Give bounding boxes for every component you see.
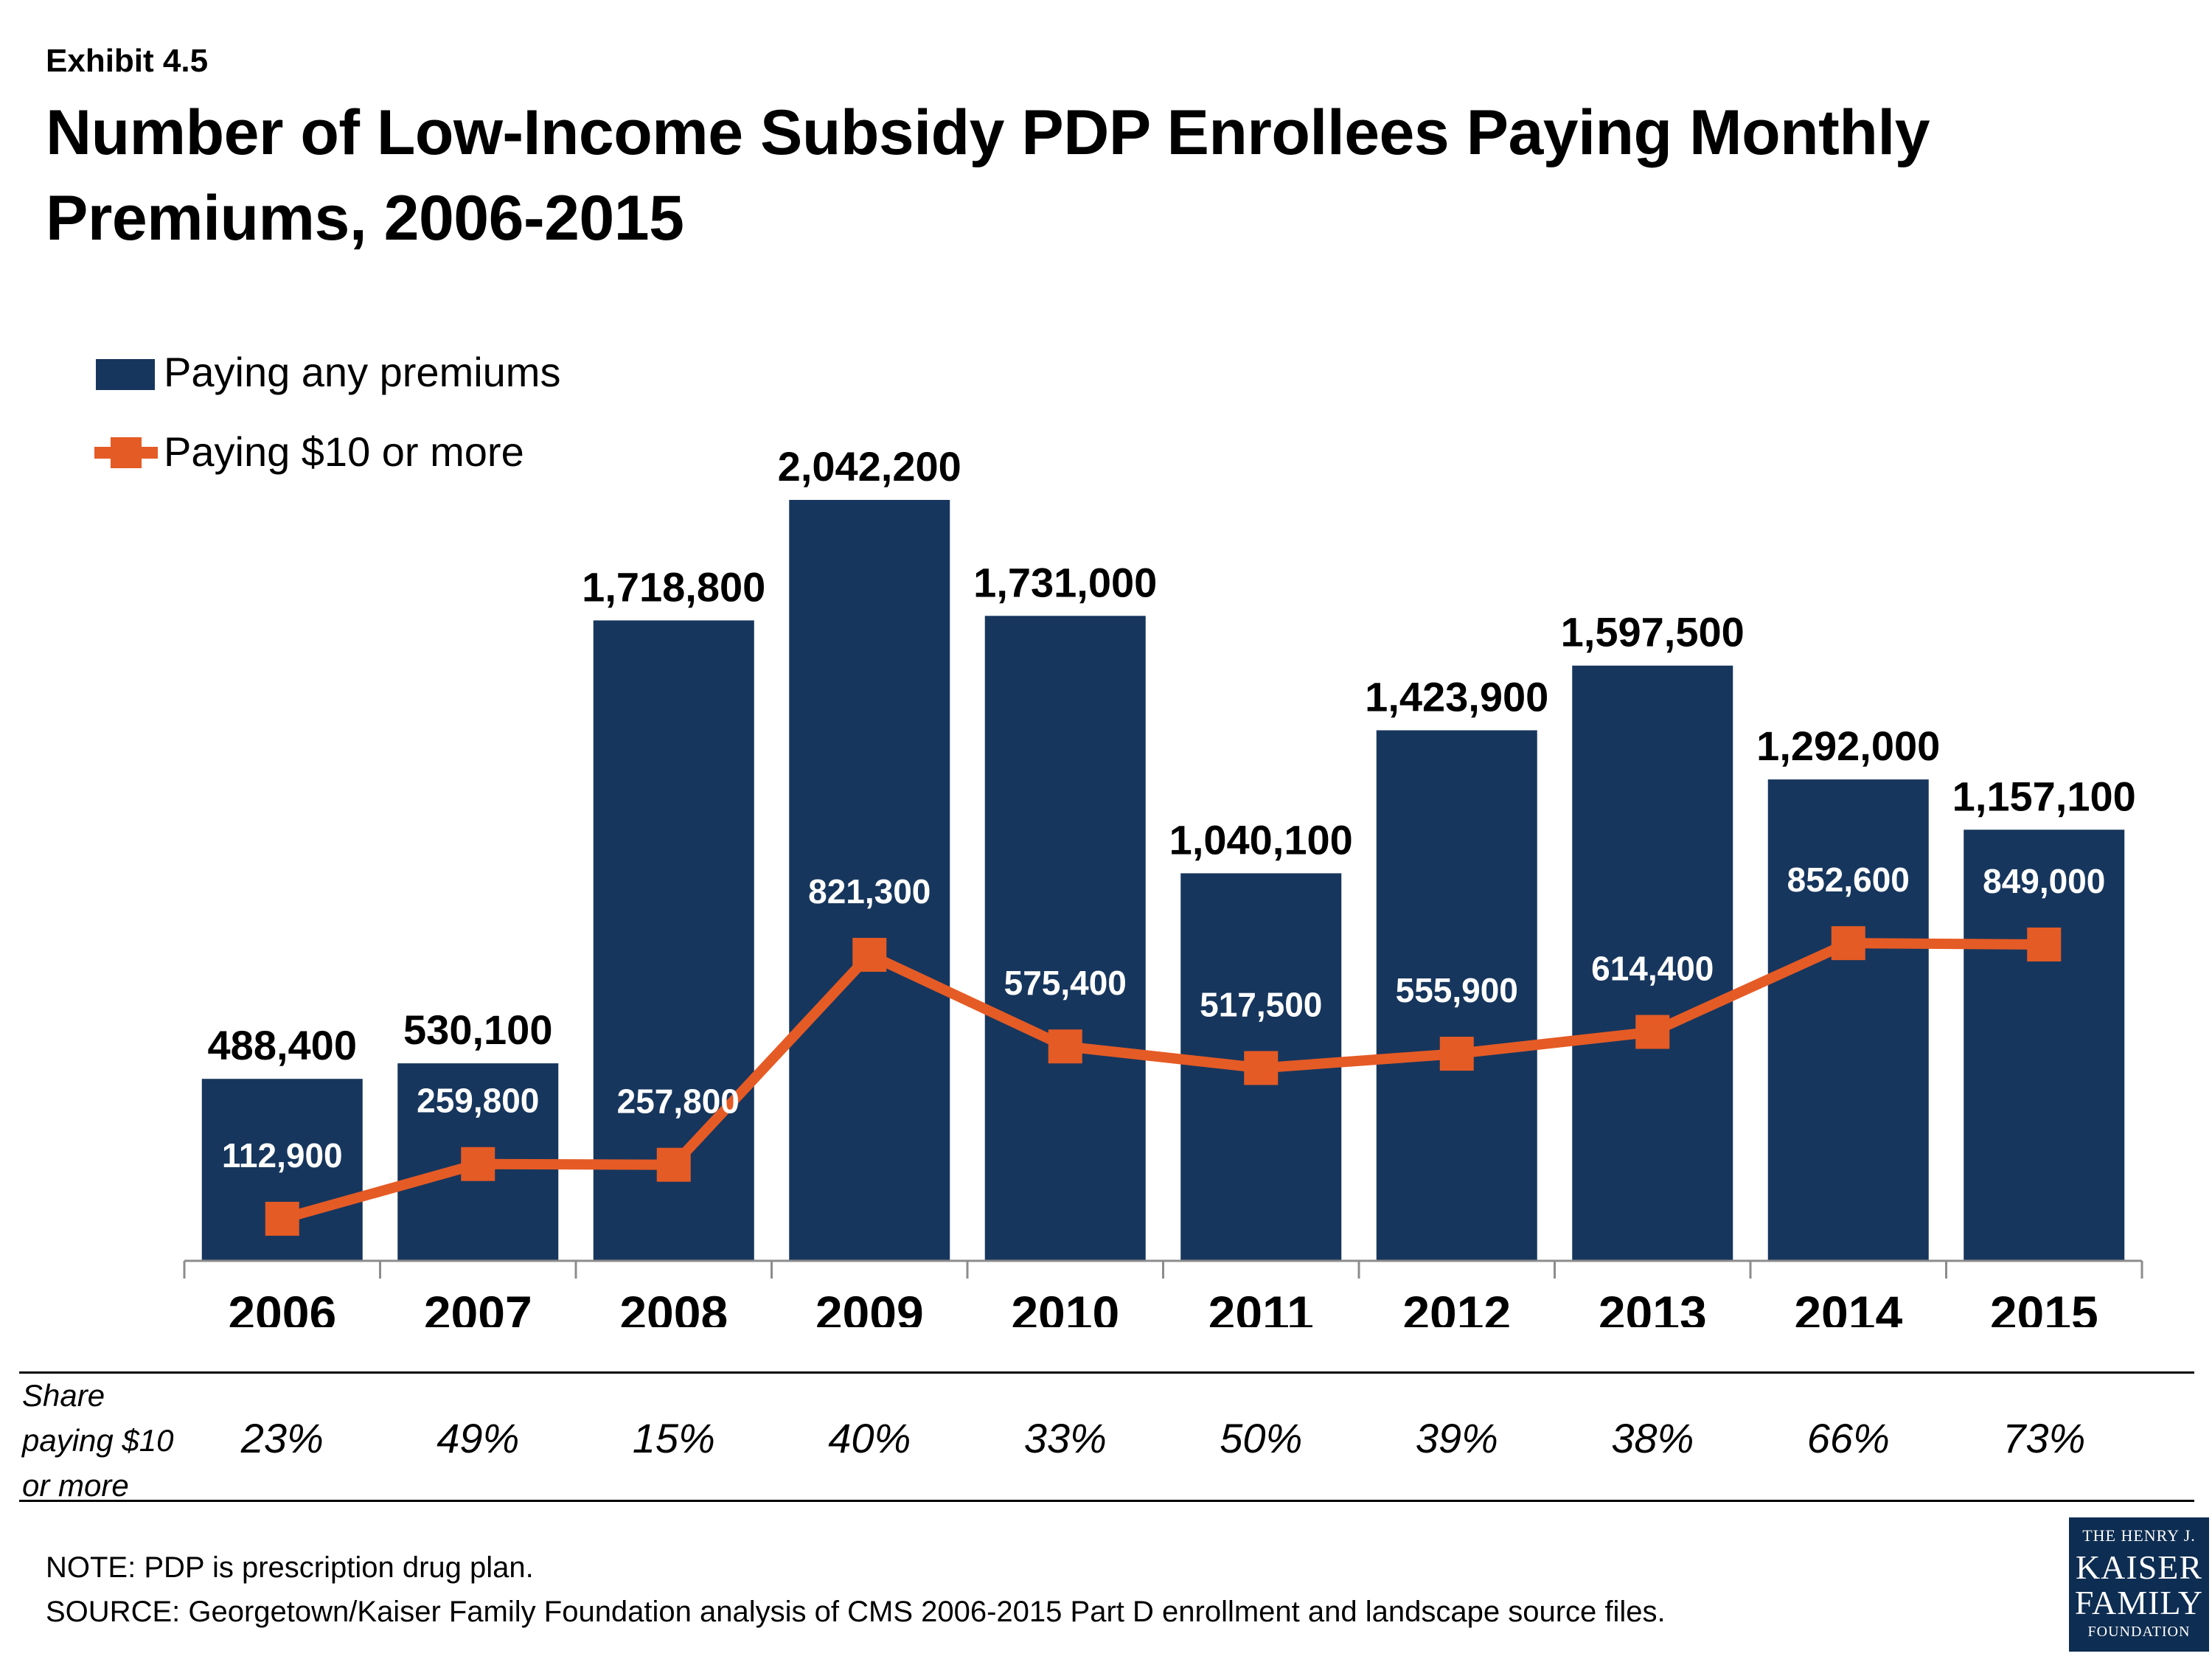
x-tick-label: 2013 [1599,1286,1707,1327]
x-tick-label: 2014 [1794,1286,1902,1327]
line-point-2013 [1635,1015,1670,1049]
line-value-label: 575,400 [1004,964,1127,1002]
x-tick-label: 2010 [1011,1286,1119,1327]
legend: Paying any premiums Paying $10 or more [94,349,560,475]
bar-2015 [1964,830,2125,1261]
share-value-2011: 50% [1220,1415,1303,1461]
bar-value-label: 1,597,500 [1561,609,1745,655]
line-value-label: 517,500 [1200,985,1322,1023]
bar-value-label: 1,718,800 [582,563,765,610]
x-tick-label: 2011 [1208,1286,1314,1327]
x-tick-label: 2008 [619,1286,728,1327]
line-value-label: 852,600 [1787,860,1910,899]
bar-value-label: 1,040,100 [1169,816,1353,863]
share-label-line: or more [22,1468,129,1503]
exhibit-number: Exhibit 4.5 [46,43,209,79]
bar-value-label: 488,400 [208,1022,357,1068]
legend-line-label: Paying $10 or more [164,428,524,475]
bar-value-label: 1,157,100 [1952,773,2136,819]
line-point-2011 [1244,1051,1279,1085]
table-top-rule [19,1371,2194,1374]
share-row-label: Share paying $10 or more [22,1373,174,1508]
share-label-line: Share [22,1378,105,1413]
legend-bar-swatch [96,359,155,390]
line-value-label: 849,000 [1983,862,2105,900]
bar-2009 [789,500,950,1261]
bar-value-label: 530,100 [403,1006,552,1053]
x-tick-label: 2006 [228,1286,336,1327]
chart-title: Number of Low-Income Subsidy PDP Enrolle… [46,97,1930,254]
bar-value-label: 1,731,000 [973,559,1157,605]
bar-value-label: 2,042,200 [778,443,961,490]
kff-logo: THE HENRY J. KAISER FAMILY FOUNDATION [2069,1517,2209,1652]
bars-layer [201,500,2125,1261]
line-point-2015 [2027,927,2062,961]
table-bottom-rule [19,1500,2194,1502]
logo-line: FOUNDATION [2087,1624,2191,1640]
logo-line: KAISER [2075,1548,2203,1586]
share-value-2014: 66% [1806,1415,1890,1461]
share-value-2015: 73% [2003,1415,2086,1461]
share-value-2006: 23% [240,1415,324,1461]
share-value-2012: 39% [1415,1415,1498,1461]
bar-value-label: 1,292,000 [1756,723,1940,769]
line-value-label: 257,800 [617,1082,740,1121]
share-value-2013: 38% [1611,1415,1694,1461]
chart: Paying any premiums Paying $10 or more 2… [94,349,2143,1327]
line-point-2007 [461,1147,495,1181]
x-tick-label: 2007 [424,1286,532,1327]
share-value-2007: 49% [437,1415,520,1461]
footnote-source: SOURCE: Georgetown/Kaiser Family Foundat… [46,1596,1666,1628]
share-value-2010: 33% [1023,1415,1107,1461]
line-path [280,938,2045,1224]
line-point-2008 [656,1147,691,1182]
line-series [265,926,2062,1236]
share-label-line: paying $10 [22,1423,174,1458]
bar-2012 [1376,730,1537,1261]
line-point-2010 [1048,1029,1082,1064]
share-value-2008: 15% [632,1415,715,1461]
bar-2014 [1767,779,1929,1261]
line-value-label: 555,900 [1396,971,1518,1009]
line-point-2009 [852,937,887,972]
line-value-label: 821,300 [808,872,931,911]
bar-value-label: 1,423,900 [1365,673,1548,720]
line-point-2012 [1439,1037,1474,1071]
bar-2013 [1572,665,1733,1261]
footnote-note: NOTE: PDP is prescription drug plan. [46,1551,534,1584]
line-point-2014 [1831,926,1865,961]
logo-line: FAMILY [2074,1584,2204,1621]
line-value-label: 112,900 [222,1136,343,1175]
x-tick-label: 2015 [1990,1286,2098,1327]
x-axis: 2006 2007 2008 2009 2010 2011 2012 2013 2014 2015 [183,1259,2143,1327]
legend-bar-label: Paying any premiums [164,349,560,395]
x-tick-label: 2012 [1402,1286,1511,1327]
bar-2010 [984,616,1146,1261]
line-point-2006 [265,1201,299,1236]
share-value-2009: 40% [828,1415,911,1461]
line-value-label: 259,800 [417,1082,539,1120]
data-labels: 488,400 530,100 1,718,800 2,042,200 1,731,00… [208,443,2136,1175]
x-tick-label: 2009 [815,1286,924,1327]
line-value-label: 614,400 [1591,950,1714,988]
logo-line: THE HENRY J. [2082,1526,2196,1545]
legend-line-marker [111,437,142,468]
